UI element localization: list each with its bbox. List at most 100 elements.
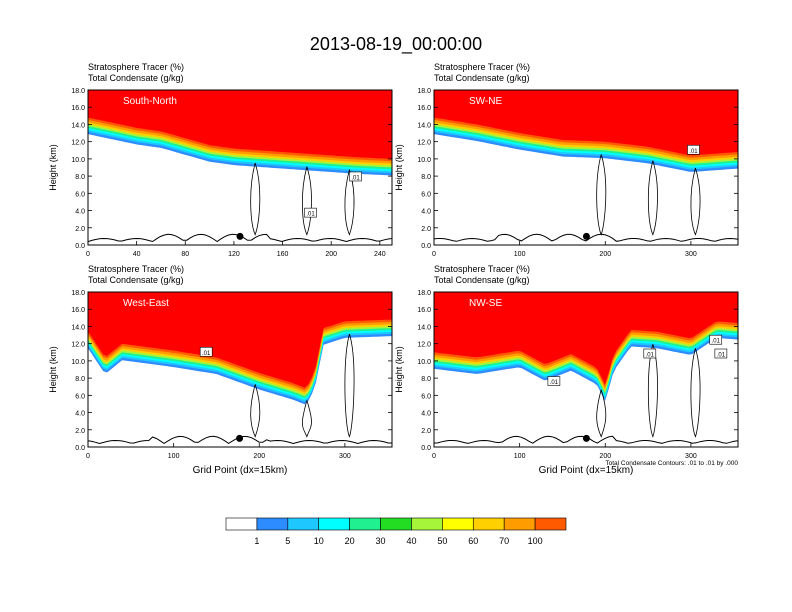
contour-label: .01: [199, 346, 213, 357]
y-tick-label: 6.0: [421, 393, 431, 400]
condensate-contour-1: [301, 400, 312, 438]
y-tick-label: 18.0: [417, 290, 431, 297]
condensate-contour-2: [344, 169, 355, 236]
x-axis-label: Grid Point (dx=15km): [193, 465, 288, 476]
panel-name: South-North: [123, 96, 177, 107]
colorbar-swatch-8: [472, 517, 505, 531]
panel-title-line1: Stratosphere Tracer (%): [434, 264, 530, 274]
panel-west-east: .01 West-East Stratosphere Tracer (%)Total…: [48, 264, 393, 476]
panel-sw-ne: .01 SW-NE Stratosphere Tracer (%)Total Con…: [394, 62, 739, 258]
y-tick-label: 2.0: [75, 428, 85, 435]
panel-title-line2: Total Condensate (g/kg): [88, 275, 184, 285]
contour-label: .01: [349, 171, 362, 182]
plot-area: .01: [434, 90, 738, 245]
contour-label-text: .01: [351, 175, 360, 181]
y-tick-label: 4.0: [421, 411, 431, 418]
x-tick-label: 120: [228, 251, 240, 258]
condensate-contour-1: [647, 160, 658, 236]
panel-nw-se: .01 .01 .01 .01 NW-SE Stratosphere Tracer (%)…: [394, 264, 739, 476]
location-dot: [582, 434, 590, 442]
location-dot: [582, 232, 590, 240]
y-tick-label: 8.0: [75, 174, 85, 181]
contour-label-box: [547, 376, 561, 386]
plot-area: .01 .01 .01 .01: [434, 292, 738, 447]
panel-name: West-East: [123, 298, 169, 309]
y-tick-label: 2.0: [421, 226, 431, 233]
contour-label: .01: [643, 348, 657, 359]
y-tick-label: 16.0: [417, 105, 431, 112]
condensate-contour-2: [690, 348, 701, 438]
y-tick-label: 6.0: [421, 191, 431, 198]
y-axis-label: Height (km): [394, 144, 404, 191]
y-tick-label: 8.0: [421, 376, 431, 383]
y-tick-label: 16.0: [71, 105, 85, 112]
panels: .01 .01 South-North Stratosphere Tracer (%)…: [48, 62, 739, 476]
y-tick-label: 10.0: [417, 157, 431, 164]
contour-label-text: .01: [550, 380, 559, 386]
contour-label-box: [687, 144, 700, 155]
x-tick-label: 40: [133, 251, 141, 258]
tracer-band-0: [434, 292, 738, 385]
y-tick-label: 16.0: [417, 307, 431, 314]
contour-label-text: .01: [646, 353, 655, 359]
y-tick-label: 14.0: [71, 324, 85, 331]
contour-label-text: .01: [202, 351, 211, 357]
x-tick-label: 0: [432, 251, 436, 258]
contour-label-text: .01: [306, 212, 315, 218]
tracer-band-0: [434, 90, 738, 156]
tracer-band-0: [88, 292, 392, 388]
panel-title-line1: Stratosphere Tracer (%): [88, 62, 184, 72]
y-tick-label: 4.0: [421, 209, 431, 216]
y-axis-label: Height (km): [394, 346, 404, 393]
x-tick-label: 160: [277, 251, 289, 258]
y-tick-label: 10.0: [71, 157, 85, 164]
condensate-contour-0: [250, 162, 261, 236]
x-tick-label: 100: [168, 453, 180, 460]
y-tick-label: 12.0: [71, 140, 85, 147]
condensate-contour-2: [344, 333, 355, 438]
x-tick-label: 200: [325, 251, 337, 258]
y-tick-label: 8.0: [75, 376, 85, 383]
y-tick-label: 14.0: [417, 324, 431, 331]
contour-label: .01: [714, 348, 728, 359]
colorbar-swatch-1: [256, 517, 289, 531]
contour-label-box: [709, 334, 723, 345]
contour-label: .01: [687, 144, 700, 155]
panel-name: NW-SE: [469, 298, 502, 309]
y-tick-label: 14.0: [71, 122, 85, 129]
plot-area: .01: [88, 292, 392, 447]
y-tick-label: 10.0: [71, 359, 85, 366]
x-axis-label: Grid Point (dx=15km): [539, 465, 634, 476]
x-tick-label: 300: [685, 251, 697, 258]
x-tick-label: 200: [253, 453, 265, 460]
x-tick-label: 0: [86, 453, 90, 460]
colorbar-swatch-9: [503, 517, 536, 531]
x-tick-label: 100: [514, 453, 526, 460]
y-tick-label: 10.0: [417, 359, 431, 366]
panel-title-line2: Total Condensate (g/kg): [434, 275, 530, 285]
x-tick-label: 0: [86, 251, 90, 258]
y-tick-label: 18.0: [71, 88, 85, 95]
y-tick-label: 18.0: [71, 290, 85, 297]
contour-label-text: .01: [717, 353, 726, 359]
colorbar-label: 5: [285, 536, 290, 546]
contour-label-box: [304, 207, 317, 218]
contour-label-text: .01: [712, 339, 721, 345]
plot-frame: [433, 291, 739, 448]
x-tick-label: 300: [339, 453, 351, 460]
colorbar-swatch-4: [349, 517, 381, 531]
plot-frame: [87, 291, 393, 448]
colorbar-swatch-5: [380, 517, 412, 531]
location-dot: [236, 434, 244, 442]
colorbar-swatch-3: [318, 517, 350, 531]
x-tick-label: 200: [599, 251, 611, 258]
colorbar-label: 40: [406, 536, 416, 546]
y-tick-label: 12.0: [417, 342, 431, 349]
figure-title: 2013-08-19_00:00:00: [310, 34, 482, 55]
y-tick-label: 2.0: [75, 226, 85, 233]
condensate-contour-2: [690, 167, 701, 236]
contour-label-box: [349, 171, 362, 182]
contour-label: .01: [304, 207, 317, 218]
y-tick-label: 8.0: [421, 174, 431, 181]
